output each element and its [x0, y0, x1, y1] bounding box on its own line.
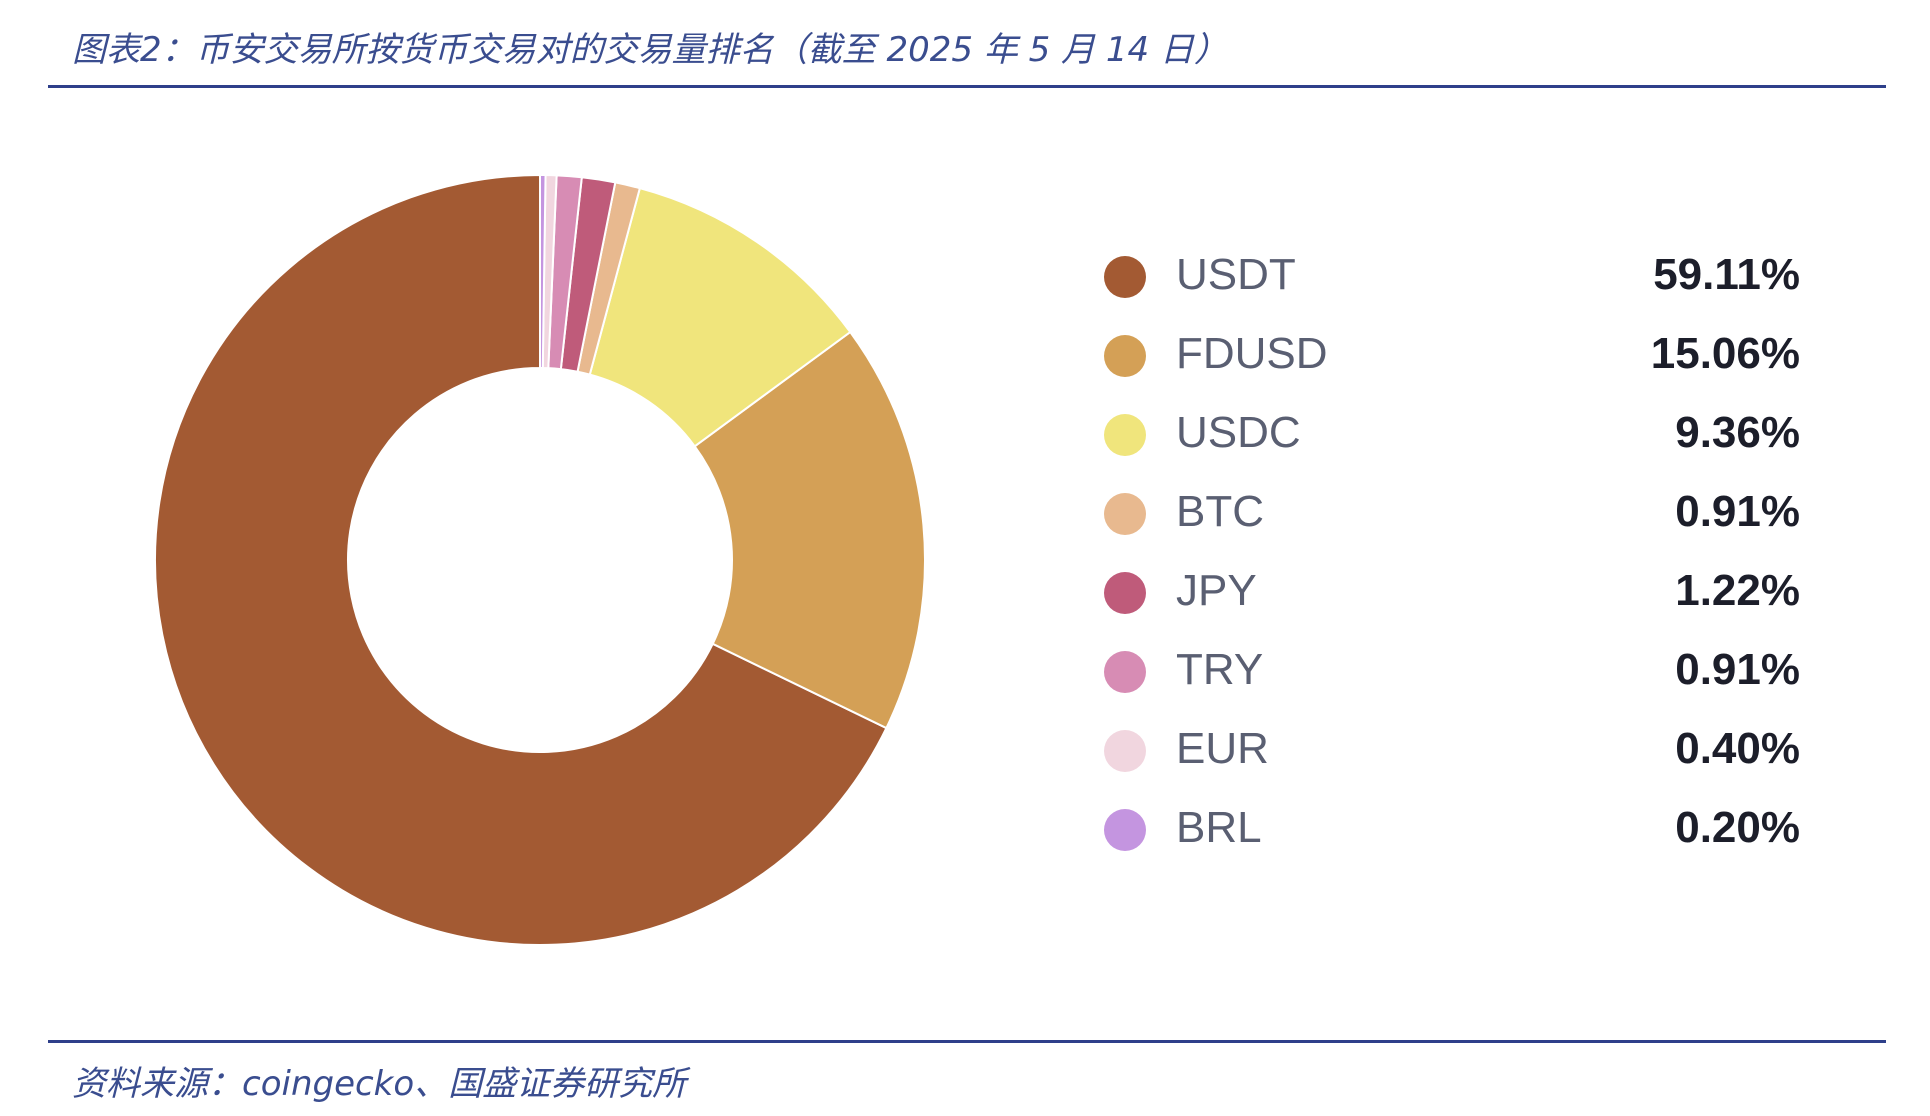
legend-label: USDT [1176, 250, 1296, 299]
legend-item-jpy: JPY 1.22% [1100, 556, 1800, 635]
legend-item-eur: EUR 0.40% [1100, 714, 1800, 793]
figure-title: 图表2：币安交易所按货币交易对的交易量排名（截至 2025 年 5 月 14 日… [72, 30, 1228, 70]
legend-value: 9.36% [1675, 408, 1800, 457]
legend-label: USDC [1176, 408, 1301, 457]
donut-slice-brl [539, 173, 547, 370]
donut-slice-fdusd [693, 330, 926, 730]
legend-label: JPY [1176, 566, 1257, 615]
legend-swatch [1104, 572, 1146, 614]
legend-label: TRY [1176, 645, 1264, 694]
legend-swatch [1104, 730, 1146, 772]
legend-item-brl: BRL 0.20% [1100, 793, 1800, 872]
legend-item-usdc: USDC 9.36% [1100, 398, 1800, 477]
legend-value: 1.22% [1675, 566, 1800, 615]
legend-label: BTC [1176, 487, 1264, 536]
legend-item-fdusd: FDUSD 15.06% [1100, 319, 1800, 398]
legend-swatch [1104, 256, 1146, 298]
title-divider [48, 85, 1886, 88]
legend-value: 0.20% [1675, 803, 1800, 852]
legend-swatch [1104, 414, 1146, 456]
legend-label: BRL [1176, 803, 1262, 852]
legend-item-try: TRY 0.91% [1100, 635, 1800, 714]
legend-swatch [1104, 335, 1146, 377]
legend-value: 0.91% [1675, 645, 1800, 694]
legend-value: 0.91% [1675, 487, 1800, 536]
legend-value: 0.40% [1675, 724, 1800, 773]
donut-chart [154, 173, 926, 946]
legend-item-btc: BTC 0.91% [1100, 477, 1800, 556]
legend-value: 15.06% [1650, 329, 1800, 378]
legend-item-usdt: USDT 59.11% [1100, 240, 1800, 319]
source-note: 资料来源：coingecko、国盛证券研究所 [72, 1064, 687, 1104]
legend-value: 59.11% [1653, 250, 1800, 299]
legend-label: FDUSD [1176, 329, 1328, 378]
legend-swatch [1104, 651, 1146, 693]
legend-label: EUR [1176, 724, 1269, 773]
source-divider [48, 1040, 1886, 1043]
legend-swatch [1104, 809, 1146, 851]
chart-legend: USDT 59.11% FDUSD 15.06% USDC 9.36% BTC 0.91% JP… [1100, 240, 1800, 872]
legend-swatch [1104, 493, 1146, 535]
donut-slice-usdt [154, 173, 888, 946]
